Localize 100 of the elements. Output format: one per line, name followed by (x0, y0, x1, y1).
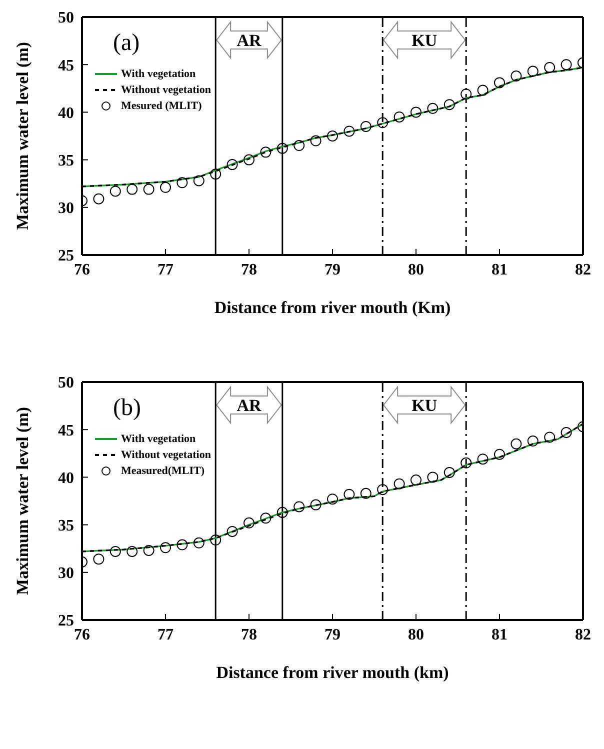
legend-label: With vegetation (121, 68, 196, 80)
point (143, 184, 154, 195)
x-tick-label: 80 (408, 261, 424, 278)
legend-label: With vegetation (121, 433, 196, 445)
point (510, 438, 522, 450)
x-tick-label: 76 (74, 261, 90, 278)
x-tick-label: 78 (241, 261, 257, 278)
legend-label: Without vegetation (121, 84, 211, 96)
point (527, 66, 538, 77)
y-axis-title: Maximum water level (m) (13, 406, 32, 596)
point (93, 554, 104, 565)
x-tick-label: 76 (74, 626, 90, 644)
x-tick-label: 82 (575, 261, 591, 278)
y-tick-label: 40 (58, 104, 74, 122)
point (344, 488, 355, 500)
point (444, 99, 455, 110)
point (560, 59, 572, 70)
point (377, 117, 388, 128)
point (394, 111, 405, 122)
y-tick-label: 35 (58, 152, 74, 170)
point (276, 506, 288, 518)
legend-label: Measured(MLIT) (121, 465, 205, 477)
point (327, 494, 338, 505)
point (427, 102, 438, 114)
y-tick-label: 45 (58, 57, 74, 74)
x-tick-label: 80 (408, 626, 424, 644)
point (110, 186, 121, 197)
x-tick-label: 77 (158, 626, 174, 644)
point (210, 534, 222, 546)
point (460, 457, 472, 468)
point (510, 70, 522, 82)
x-axis-title: Distance from river mouth (Km) (214, 298, 451, 317)
point (260, 512, 272, 524)
y-axis-title: Maximum water level (m) (13, 42, 32, 230)
point (544, 62, 556, 73)
point (394, 478, 405, 490)
point (160, 182, 171, 193)
y-tick-label: 50 (58, 374, 74, 392)
point (193, 175, 204, 186)
point (560, 426, 572, 438)
y-tick-label: 30 (58, 565, 74, 582)
point (176, 539, 188, 550)
point (126, 184, 138, 195)
point (244, 154, 254, 166)
point (477, 84, 488, 96)
point (310, 499, 322, 510)
x-tick-label: 78 (241, 626, 257, 644)
annotation: KU (412, 31, 438, 50)
point (477, 454, 488, 465)
point (294, 501, 305, 512)
y-tick-label: 25 (58, 248, 74, 265)
y-tick-label: 25 (58, 612, 74, 630)
x-tick-label: 82 (575, 626, 591, 644)
y-tick-label: 40 (58, 470, 74, 487)
point (93, 193, 104, 204)
y-tick-label: 50 (58, 10, 74, 27)
legend-label: Mesured (MLIT) (121, 100, 202, 112)
point (377, 484, 388, 496)
point (193, 537, 204, 548)
point (294, 140, 305, 152)
point (494, 448, 505, 460)
point (226, 526, 238, 537)
y-tick-label: 30 (58, 200, 74, 218)
point (427, 472, 438, 483)
y-tick-label: 35 (58, 517, 74, 534)
point (143, 545, 154, 556)
point (210, 168, 222, 180)
point (244, 517, 254, 528)
point (360, 120, 372, 132)
point (360, 488, 372, 499)
annotation: (a) (113, 30, 140, 57)
x-tick-label: 79 (324, 626, 340, 644)
x-tick-label: 79 (324, 261, 340, 278)
point (276, 142, 288, 154)
point (344, 126, 355, 137)
point (494, 77, 505, 88)
x-tick-label: 77 (158, 261, 174, 278)
point (444, 466, 455, 478)
point (460, 88, 472, 100)
point (310, 135, 322, 146)
point (110, 546, 121, 557)
point (327, 130, 338, 142)
annotation: KU (412, 396, 438, 415)
x-axis-title: Distance from river mouth (km) (216, 663, 449, 682)
point (544, 432, 556, 443)
x-tick-label: 81 (492, 261, 508, 278)
point (527, 436, 538, 447)
legend-label: Without vegetation (121, 449, 211, 461)
point (260, 146, 272, 158)
point (226, 159, 238, 170)
annotation: AR (236, 396, 262, 415)
y-tick-label: 45 (58, 422, 74, 440)
annotation: AR (236, 31, 262, 50)
point (126, 546, 138, 557)
x-tick-label: 81 (492, 626, 508, 644)
point (176, 177, 188, 188)
point (160, 542, 171, 554)
annotation: (b) (113, 395, 141, 422)
point (410, 106, 422, 118)
point (410, 474, 422, 486)
